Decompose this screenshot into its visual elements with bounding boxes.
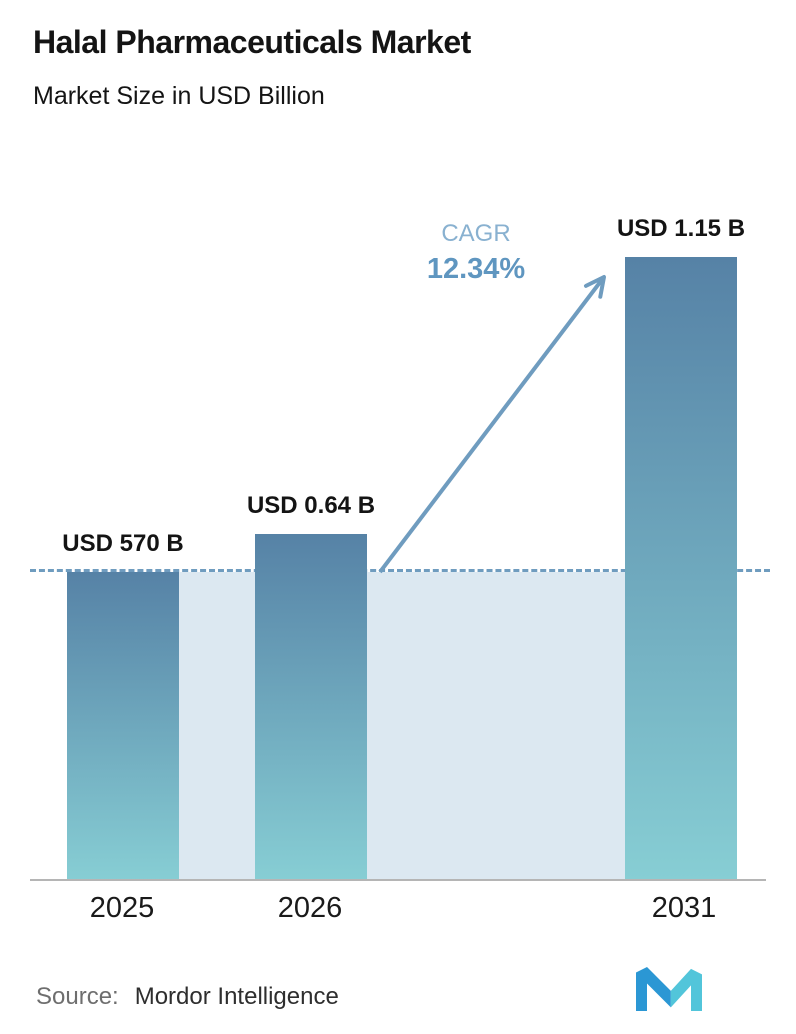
bar (255, 534, 367, 881)
bar (67, 572, 179, 881)
bar (625, 257, 737, 881)
x-axis-line (30, 879, 766, 881)
page-title: Halal Pharmaceuticals Market (33, 24, 471, 60)
source-line: Source: Mordor Intelligence (36, 983, 339, 1011)
cagr-value: 12.34% (426, 253, 526, 285)
bar-value-label: USD 1.15 B (616, 215, 746, 242)
x-axis-label: 2025 (89, 892, 155, 924)
cagr-label: CAGR (441, 220, 511, 247)
x-axis-label: 2031 (651, 892, 717, 924)
bar-value-label: USD 570 B (62, 530, 184, 557)
mordor-intelligence-logo (636, 967, 702, 1011)
page-subtitle: Market Size in USD Billion (33, 82, 325, 110)
source-label: Source: (36, 983, 119, 1010)
x-axis-label: 2026 (277, 892, 343, 924)
cagr-annotation: CAGR 12.34% (392, 220, 560, 286)
source-value: Mordor Intelligence (134, 983, 339, 1010)
bar-value-label: USD 0.64 B (246, 492, 376, 519)
